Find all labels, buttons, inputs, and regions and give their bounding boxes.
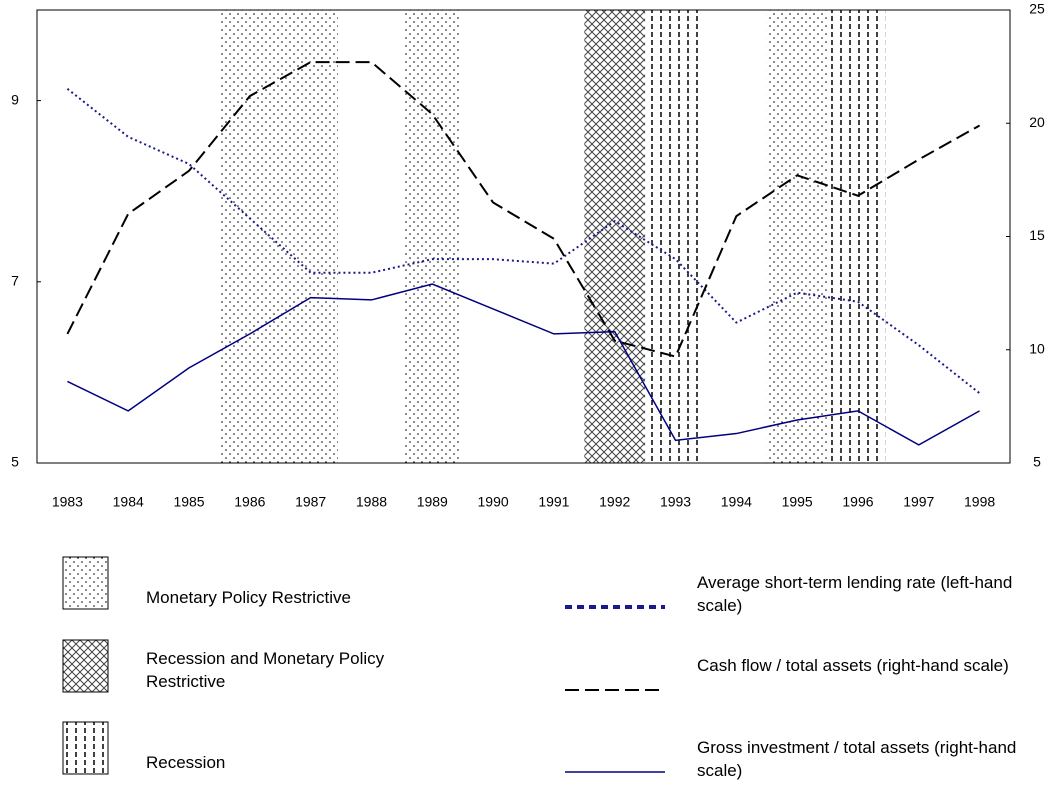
legend-label: Recession and Monetary Policy Restrictiv… xyxy=(146,649,385,691)
y2-tick-label: 25 xyxy=(1029,1,1045,17)
legend-swatch xyxy=(62,721,109,775)
region xyxy=(219,10,339,463)
x-tick-label: 1987 xyxy=(295,494,326,510)
y2-tick-label: 5 xyxy=(1033,454,1041,470)
x-tick-label: 1988 xyxy=(356,494,387,510)
x-tick-label: 1983 xyxy=(52,494,83,510)
x-tick-label: 1984 xyxy=(113,494,144,510)
legend-label: Average short-term lending rate (left-ha… xyxy=(697,573,1013,615)
region xyxy=(404,10,460,463)
x-tick-label: 1995 xyxy=(782,494,813,510)
legend-label: Recession xyxy=(146,753,226,772)
x-tick-label: 1985 xyxy=(173,494,204,510)
x-tick-label: 1996 xyxy=(842,494,873,510)
y2-tick-label: 10 xyxy=(1029,340,1045,356)
legend-label: Cash flow / total assets (right-hand sca… xyxy=(697,656,1009,675)
x-tick-label: 1994 xyxy=(721,494,752,510)
y2-tick-label: 20 xyxy=(1029,114,1045,130)
legend-swatch xyxy=(62,639,109,693)
region xyxy=(827,10,886,463)
x-tick-label: 1990 xyxy=(478,494,509,510)
region xyxy=(766,10,828,463)
x-tick-label: 1997 xyxy=(903,494,934,510)
x-tick-label: 1998 xyxy=(964,494,995,510)
y-tick-label: 5 xyxy=(11,454,19,470)
series-line xyxy=(67,283,980,446)
y2-tick-label: 15 xyxy=(1029,227,1045,243)
legend-swatch xyxy=(62,556,109,610)
series-line xyxy=(66,88,981,395)
legend-label: Monetary Policy Restrictive xyxy=(146,588,352,607)
x-tick-label: 1993 xyxy=(660,494,691,510)
region xyxy=(645,10,703,463)
series-line xyxy=(66,61,981,358)
x-tick-label: 1991 xyxy=(538,494,569,510)
x-tick-label: 1986 xyxy=(234,494,265,510)
x-tick-label: 1992 xyxy=(599,494,630,510)
x-tick-label: 1989 xyxy=(417,494,448,510)
legend-label: Gross investment / total assets (right-h… xyxy=(697,738,1017,780)
y-tick-label: 7 xyxy=(11,273,19,289)
y-tick-label: 9 xyxy=(11,91,19,107)
